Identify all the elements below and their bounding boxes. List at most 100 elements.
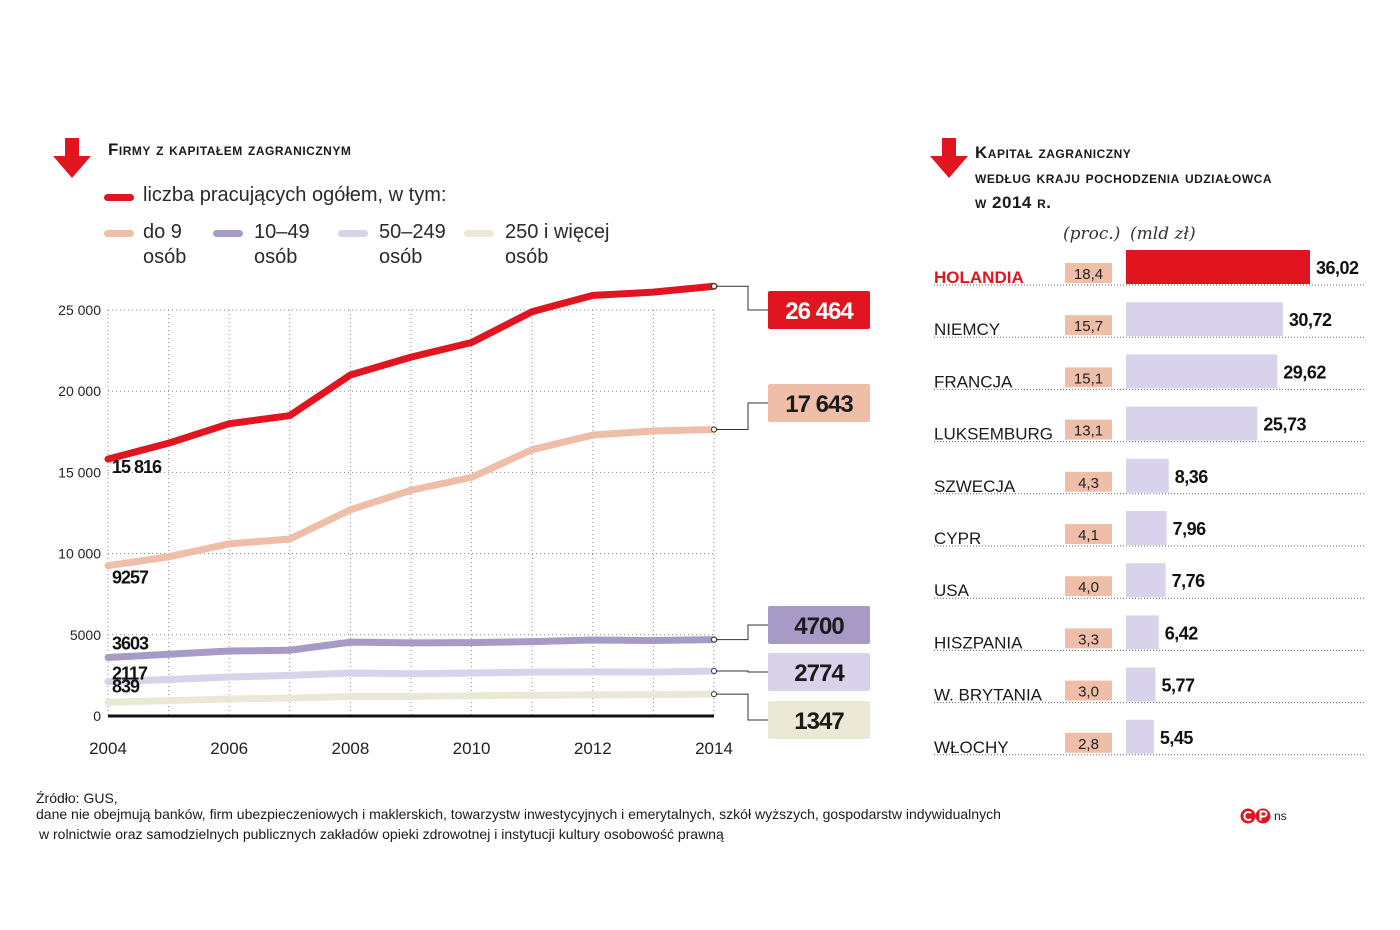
legend-swatch-50-249 bbox=[338, 230, 368, 237]
pct-label: 13,1 bbox=[1074, 423, 1103, 440]
x-tick-label: 2004 bbox=[89, 739, 127, 758]
legend-total-label: liczba pracujących ogółem, w tym: bbox=[143, 184, 447, 206]
pct-box bbox=[1065, 680, 1112, 701]
end-marker bbox=[711, 667, 717, 674]
value-label: 29,62 bbox=[1283, 362, 1326, 382]
y-tick-label: 20 000 bbox=[58, 383, 101, 399]
y-tick-label: 15 000 bbox=[58, 464, 101, 480]
source-note-2: w rolnictwie oraz samodzielnych publiczn… bbox=[39, 826, 724, 842]
pct-label: 15,1 bbox=[1074, 370, 1103, 387]
country-label: USA bbox=[934, 581, 970, 600]
series-line bbox=[104, 636, 718, 661]
logo-icon bbox=[1240, 808, 1271, 824]
end-value-label: 4700 bbox=[794, 613, 844, 640]
value-label: 7,96 bbox=[1173, 519, 1207, 539]
pct-box bbox=[1065, 315, 1112, 336]
value-label: 30,72 bbox=[1289, 310, 1332, 330]
value-bar bbox=[1126, 302, 1283, 337]
pct-label: 18,4 bbox=[1074, 266, 1103, 283]
legend-label-10-49: 10–49 osób bbox=[254, 221, 310, 268]
value-label: 36,02 bbox=[1316, 258, 1359, 278]
end-connector bbox=[714, 693, 768, 721]
end-marker bbox=[711, 691, 717, 698]
end-value-box bbox=[768, 384, 870, 422]
pct-box bbox=[1065, 576, 1112, 597]
value-bar bbox=[1126, 458, 1169, 493]
y-tick-label: 5000 bbox=[70, 627, 101, 643]
end-marker bbox=[711, 283, 717, 290]
value-bar bbox=[1126, 615, 1159, 650]
value-bar bbox=[1126, 667, 1156, 702]
country-label: CYPR bbox=[934, 529, 981, 548]
value-label: 5,45 bbox=[1160, 728, 1194, 748]
country-label: FRANCJA bbox=[934, 372, 1013, 391]
end-connector bbox=[714, 402, 768, 430]
unit-value-label: (mld zł) bbox=[1130, 224, 1196, 244]
start-value-label: 9257 bbox=[112, 568, 149, 588]
end-connector bbox=[714, 285, 768, 311]
down-arrow-icon bbox=[930, 138, 968, 178]
value-label: 5,77 bbox=[1161, 676, 1195, 696]
end-value-label: 2774 bbox=[794, 660, 845, 687]
country-label: HISZPANIA bbox=[934, 633, 1023, 652]
value-label: 7,76 bbox=[1172, 571, 1206, 591]
country-label: LUKSEMBURG bbox=[934, 425, 1053, 444]
end-marker bbox=[711, 426, 717, 433]
country-label: SZWECJA bbox=[934, 477, 1016, 496]
logo-text: ns bbox=[1274, 809, 1287, 823]
end-value-label: 17 643 bbox=[785, 391, 853, 418]
source-line: Źródło: GUS, bbox=[36, 790, 118, 806]
start-value-label: 3603 bbox=[112, 633, 149, 653]
legend-label-50-249: 50–249 osób bbox=[379, 221, 446, 268]
pct-box bbox=[1065, 524, 1112, 544]
value-label: 6,42 bbox=[1165, 623, 1199, 643]
left-chart-title: Firmy z kapitałem zagranicznym bbox=[108, 140, 352, 159]
unit-pct-label: (proc.) bbox=[1063, 224, 1121, 244]
value-bar bbox=[1126, 719, 1154, 754]
series-line bbox=[104, 667, 718, 686]
country-label: NIEMCY bbox=[934, 320, 1000, 339]
x-tick-label: 2014 bbox=[695, 739, 733, 758]
value-label: 25,73 bbox=[1263, 415, 1306, 435]
x-tick-label: 2012 bbox=[574, 739, 612, 758]
end-connector bbox=[714, 670, 768, 673]
y-tick-label: 25 000 bbox=[58, 302, 101, 318]
start-value-label: 2117 bbox=[112, 664, 148, 684]
country-label: WŁOCHY bbox=[934, 738, 1009, 757]
pct-box bbox=[1065, 628, 1112, 649]
y-tick-label: 10 000 bbox=[58, 546, 101, 562]
pct-label: 15,7 bbox=[1074, 318, 1103, 335]
pct-label: 4,0 bbox=[1078, 579, 1099, 596]
pct-label: 4,3 bbox=[1078, 475, 1099, 492]
series-line bbox=[104, 690, 718, 706]
legend-swatch-250plus bbox=[464, 230, 494, 237]
country-label: HOLANDIA bbox=[934, 268, 1024, 287]
publisher-logo: ns bbox=[1240, 806, 1287, 826]
x-tick-label: 2008 bbox=[331, 739, 369, 758]
value-bar bbox=[1126, 406, 1258, 441]
pct-box bbox=[1065, 471, 1112, 492]
pct-box bbox=[1065, 732, 1112, 753]
end-value-box bbox=[768, 701, 870, 739]
end-value-box bbox=[768, 291, 870, 329]
legend-total-swatch bbox=[104, 194, 134, 201]
legend-swatch-do9 bbox=[104, 230, 134, 237]
end-marker bbox=[711, 636, 717, 643]
x-tick-label: 2006 bbox=[210, 739, 248, 758]
value-bar bbox=[1126, 354, 1278, 389]
pct-box bbox=[1065, 263, 1112, 283]
pct-box bbox=[1065, 419, 1112, 440]
start-value-label: 15 816 bbox=[112, 457, 162, 477]
bar-chart: HOLANDIA 18,4 36,02 NIEMCY 15,7 30,72 FRANCJA 1… bbox=[934, 250, 1365, 757]
pct-label: 3,3 bbox=[1078, 631, 1099, 648]
x-tick-label: 2010 bbox=[453, 739, 491, 758]
pct-label: 4,1 bbox=[1078, 527, 1099, 544]
line-chart: 0 5000 10 000 15 000 20 000 25 000 2004 2006 200… bbox=[58, 282, 870, 758]
value-bar bbox=[1126, 511, 1167, 545]
right-chart-title: Kapitał zagraniczny według kraju pochodz… bbox=[975, 143, 1272, 212]
end-value-label: 26 464 bbox=[785, 298, 854, 325]
series-line bbox=[104, 282, 718, 463]
legend-label-250plus: 250 i więcej osób bbox=[505, 221, 610, 268]
end-value-box bbox=[768, 606, 870, 644]
end-value-box bbox=[768, 653, 870, 691]
